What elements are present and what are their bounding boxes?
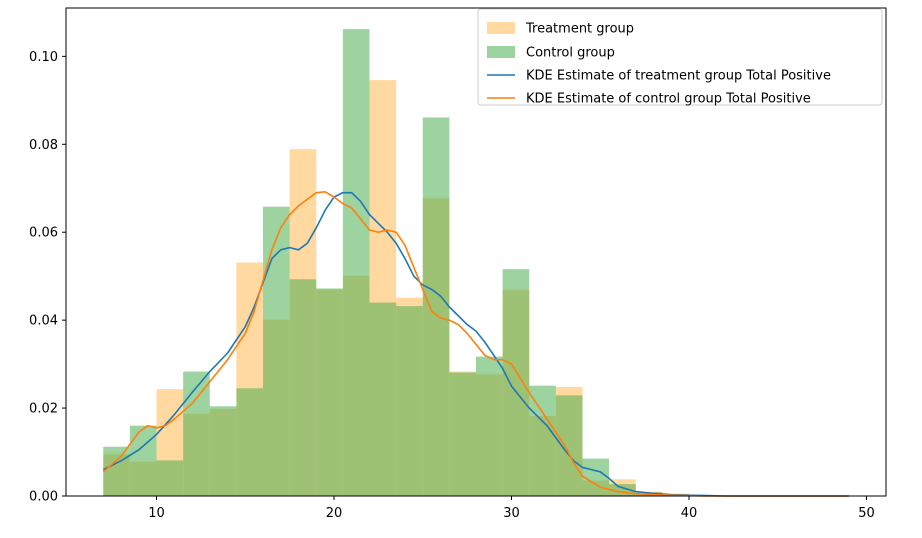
control-bar bbox=[129, 425, 157, 496]
x-axis: 10 20 30 40 50 bbox=[148, 496, 875, 521]
legend-kde-control-label: KDE Estimate of control group Total Posi… bbox=[526, 92, 811, 107]
control-bar bbox=[342, 29, 370, 497]
y-tick-label: 0.04 bbox=[29, 314, 58, 329]
control-bar bbox=[502, 269, 530, 496]
kde-control-line bbox=[102, 190, 849, 497]
y-tick-label: 0.08 bbox=[29, 138, 58, 153]
control-bar bbox=[103, 446, 130, 496]
control-bar bbox=[582, 458, 610, 496]
plot-area-frame bbox=[65, 7, 887, 497]
control-bar bbox=[369, 302, 397, 496]
control-bar bbox=[183, 371, 210, 496]
control-bar bbox=[236, 388, 264, 496]
legend-box bbox=[477, 8, 883, 106]
control-bar bbox=[609, 484, 636, 496]
legend-treatment-label: Treatment group bbox=[525, 22, 634, 37]
y-tick-label: 0.02 bbox=[29, 402, 58, 417]
legend-control-swatch bbox=[487, 46, 515, 58]
x-tick-label: 10 bbox=[148, 506, 165, 521]
control-bar bbox=[555, 395, 583, 496]
x-tick-label: 20 bbox=[326, 506, 343, 521]
y-tick-label: 0.10 bbox=[29, 50, 58, 65]
y-axis: 0.00 0.02 0.04 0.06 0.08 0.10 bbox=[29, 50, 66, 505]
control-bar bbox=[476, 356, 503, 496]
control-bar bbox=[263, 206, 290, 497]
legend-treatment-swatch bbox=[487, 22, 515, 34]
control-bar bbox=[316, 288, 343, 496]
x-tick-label: 30 bbox=[503, 506, 520, 521]
control-histogram-bars bbox=[103, 29, 716, 497]
legend: Treatment group Control group KDE Estimate… bbox=[477, 8, 883, 107]
control-bar bbox=[289, 279, 317, 496]
x-tick-label: 50 bbox=[858, 506, 875, 521]
control-bar bbox=[396, 306, 423, 496]
control-bar bbox=[449, 372, 476, 496]
legend-kde-treatment-label: KDE Estimate of treatment group Total Po… bbox=[526, 69, 831, 84]
kde-lines bbox=[102, 190, 849, 497]
y-tick-label: 0.06 bbox=[29, 226, 58, 241]
y-tick-label: 0.00 bbox=[29, 490, 58, 505]
legend-control-label: Control group bbox=[526, 46, 615, 61]
control-bar bbox=[209, 406, 237, 496]
control-bar bbox=[156, 460, 184, 496]
control-bar bbox=[529, 385, 556, 496]
control-bar bbox=[422, 117, 450, 496]
x-tick-label: 40 bbox=[681, 506, 698, 521]
